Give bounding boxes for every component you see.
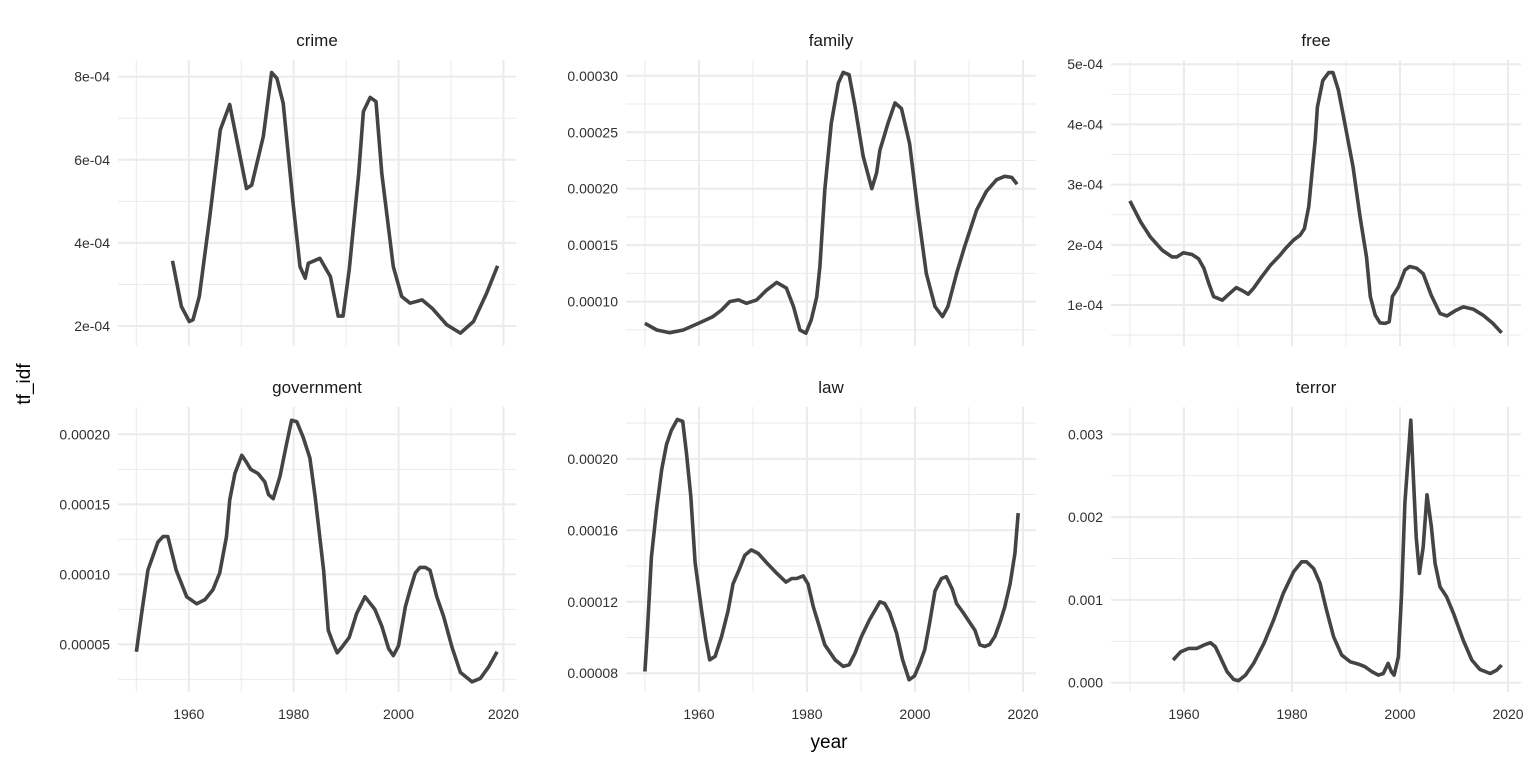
- series-line-government: [134, 418, 499, 684]
- panel-law: 0.00008 0.00012 0.00016 0.00020 1960 1980 2000…: [567, 378, 1038, 722]
- y-tick-label: 0.003: [1068, 426, 1103, 442]
- x-tick-label: 1960: [173, 706, 204, 722]
- x-tick-label: 2000: [899, 706, 930, 722]
- y-tick-label: 0.00030: [567, 68, 618, 84]
- y-tick-label: 0.00010: [567, 294, 618, 310]
- facet-title: free: [1301, 31, 1330, 50]
- panel-terror: 0.000 0.001 0.002 0.003 1960 1980 2000 2020 terr…: [1068, 378, 1524, 722]
- y-tick-label: 0.00020: [567, 451, 618, 467]
- x-tick-label: 2020: [488, 706, 519, 722]
- y-tick-label: 0.00020: [59, 426, 110, 442]
- y-tick-label: 2e-04: [1067, 237, 1103, 253]
- y-tick-label: 0.002: [1068, 509, 1103, 525]
- series-line-law: [643, 417, 1020, 682]
- x-tick-label: 2020: [1492, 706, 1523, 722]
- panel-crime: 2e-04 4e-04 6e-04 8e-04 crime: [74, 31, 516, 346]
- y-axis-title: tf_idf: [14, 363, 35, 405]
- y-tick-label: 4e-04: [1067, 116, 1103, 132]
- x-tick-label: 2000: [383, 706, 414, 722]
- y-tick-label: 0.00012: [567, 594, 618, 610]
- y-tick-label: 0.00008: [567, 665, 618, 681]
- y-tick-label: 0.00025: [567, 124, 618, 140]
- x-tick-label: 1980: [278, 706, 309, 722]
- x-tick-label: 1960: [683, 706, 714, 722]
- y-tick-label: 0.000: [1068, 675, 1103, 691]
- y-tick-label: 0.00005: [59, 636, 110, 652]
- panel-family: 0.00010 0.00015 0.00020 0.00025 0.00030 famil…: [567, 31, 1036, 346]
- y-tick-label: 0.001: [1068, 592, 1103, 608]
- y-tick-label: 0.00016: [567, 522, 618, 538]
- x-tick-label: 1960: [1168, 706, 1199, 722]
- facet-title: crime: [296, 31, 338, 50]
- series-line-terror: [1171, 418, 1503, 683]
- series-line-crime: [170, 70, 500, 335]
- y-tick-label: 1e-04: [1067, 297, 1103, 313]
- x-tick-label: 1980: [1276, 706, 1307, 722]
- x-tick-label: 1980: [791, 706, 822, 722]
- y-tick-label: 0.00015: [59, 496, 110, 512]
- y-tick-label: 5e-04: [1067, 56, 1103, 72]
- facet-title: family: [809, 31, 854, 50]
- facet-title: terror: [1296, 378, 1337, 397]
- y-tick-label: 2e-04: [74, 318, 110, 334]
- y-tick-label: 0.00010: [59, 566, 110, 582]
- x-tick-label: 2020: [1007, 706, 1038, 722]
- panel-free: 1e-04 2e-04 3e-04 4e-04 5e-04 free: [1067, 31, 1521, 346]
- y-tick-label: 8e-04: [74, 69, 110, 85]
- x-tick-label: 2000: [1384, 706, 1415, 722]
- facet-title: law: [818, 378, 844, 397]
- y-tick-label: 6e-04: [74, 152, 110, 168]
- y-tick-label: 0.00020: [567, 181, 618, 197]
- x-axis-title: year: [811, 732, 849, 753]
- y-tick-label: 4e-04: [74, 235, 110, 251]
- y-tick-label: 3e-04: [1067, 177, 1103, 193]
- series-line-family: [644, 70, 1019, 335]
- panel-government: 0.00005 0.00010 0.00015 0.00020 1960 1980 2000…: [59, 378, 519, 722]
- y-tick-label: 0.00015: [567, 237, 618, 253]
- facet-title: government: [272, 378, 362, 397]
- series-line-free: [1128, 70, 1503, 335]
